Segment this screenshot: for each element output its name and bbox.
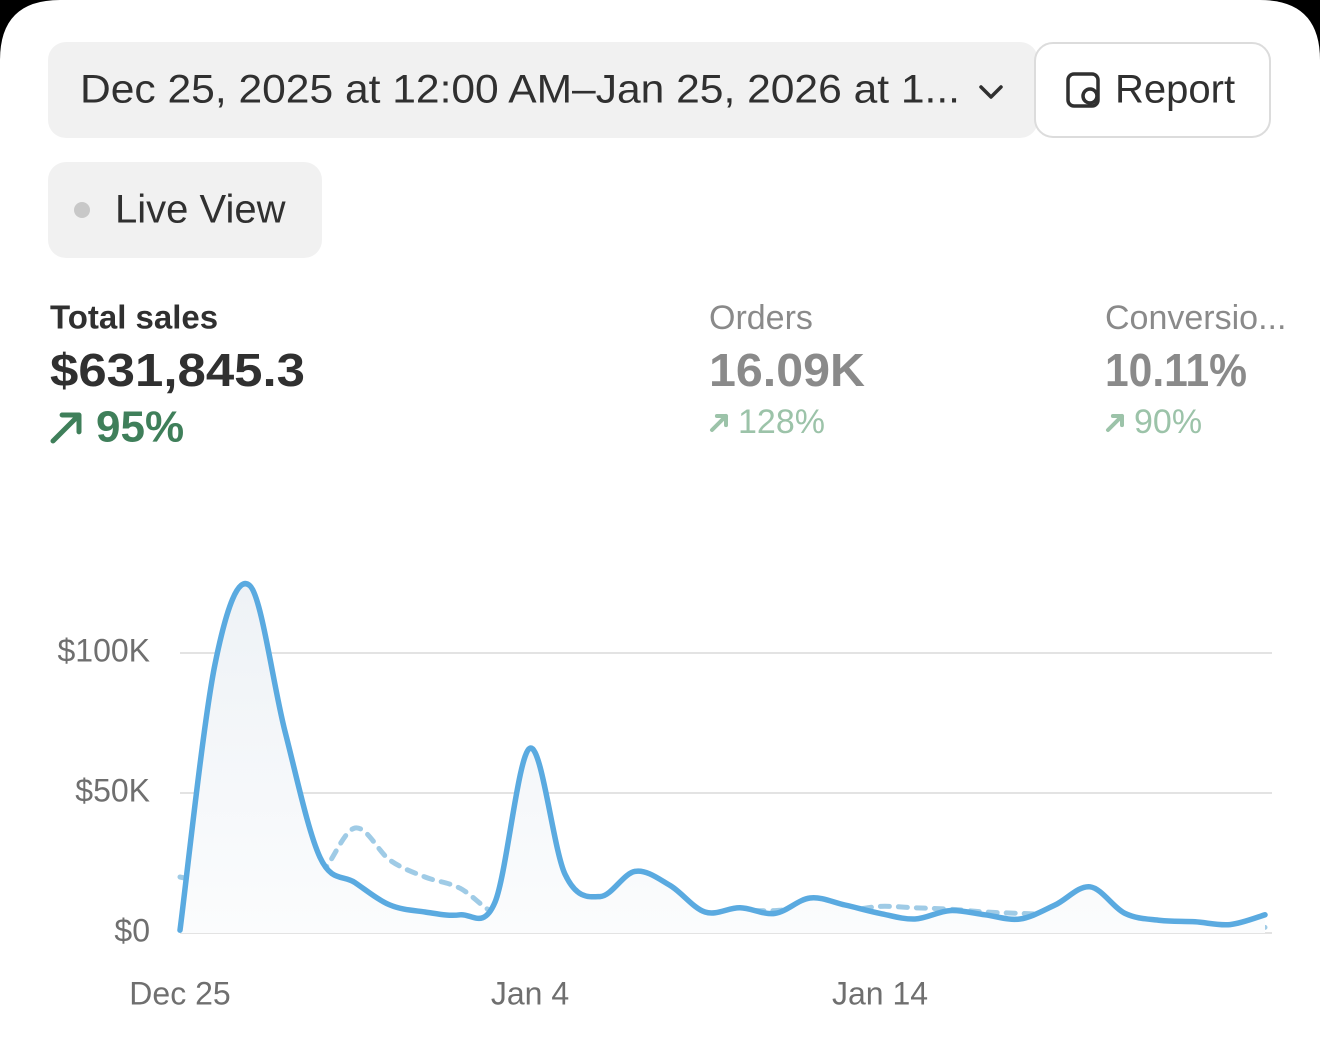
date-range[interactable]: Dec 25, 2025 at 12:00 AM–Jan 25, 2026 at…	[80, 68, 960, 112]
metrics: Total sales $631,845.3 95% Orders 16.09K 128%…	[50, 299, 1286, 452]
metric-label: Conversio...	[1105, 299, 1286, 337]
metric-change: 95%	[96, 403, 184, 452]
date-pill[interactable]	[48, 42, 1038, 138]
report-icon-lens[interactable]	[1081, 87, 1099, 105]
live-view[interactable]: Live View	[48, 162, 322, 258]
metric-label: Total sales	[50, 299, 218, 336]
metric-change: 90%	[1134, 403, 1202, 441]
metric-value: $631,845.3	[50, 344, 305, 396]
live-label[interactable]: Live View	[115, 188, 286, 232]
sales-chart: $0 $50K $100K Dec 25 Jan 4 Jan 14	[57, 581, 1272, 1011]
x-tick-label: Jan 14	[832, 975, 928, 1011]
trend-arrow	[50, 412, 82, 444]
y-tick-label: $0	[114, 912, 150, 948]
line	[177, 581, 1268, 933]
date-picker[interactable]: Dec 25, 2025 at 12:00 AM–Jan 25, 2026 at…	[48, 42, 1038, 138]
report-box[interactable]	[1034, 42, 1271, 138]
metric-value: 16.09K	[709, 344, 865, 396]
trend-arrow	[1106, 414, 1124, 432]
x-tick-label: Dec 25	[129, 975, 230, 1011]
live-pill[interactable]	[48, 162, 322, 258]
live-dot	[74, 202, 90, 218]
x-tick-label: Jan 4	[491, 975, 569, 1011]
chevron-icon[interactable]	[979, 85, 1003, 99]
y-tick-label: $50K	[75, 772, 150, 808]
area	[180, 583, 1265, 933]
report-button[interactable]: Report	[1034, 42, 1271, 138]
metric-label: Orders	[709, 299, 813, 337]
metric-change: 128%	[738, 403, 825, 441]
metric-value: 10.11%	[1105, 344, 1247, 396]
report-icon[interactable]	[1066, 72, 1100, 108]
trend-arrow	[710, 414, 728, 432]
y-tick-label: $100K	[57, 632, 150, 668]
report-label[interactable]: Report	[1115, 68, 1235, 112]
